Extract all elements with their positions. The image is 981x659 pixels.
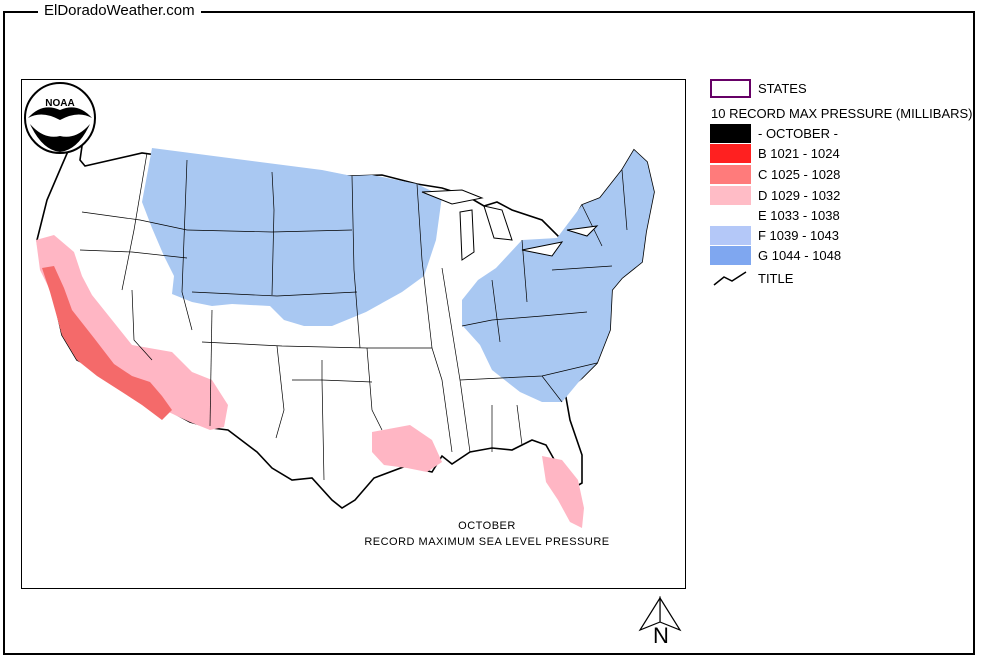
legend-states-label: STATES — [758, 81, 807, 96]
outer-frame — [3, 11, 975, 655]
legend-item-label: E 1033 - 1038 — [758, 208, 840, 223]
caption-title: RECORD MAXIMUM SEA LEVEL PRESSURE — [364, 536, 610, 548]
noaa-logo: NOAA — [24, 82, 96, 154]
legend-swatch-white — [710, 206, 751, 225]
pink-region-florida — [542, 456, 584, 528]
map-panel: NOAA OCTOBER RECORD MAXIMUM SEA LEVEL PR… — [21, 79, 686, 589]
state-borders — [79, 152, 628, 481]
north-arrow-icon — [638, 595, 682, 632]
us-pressure-map — [36, 136, 655, 528]
legend-item-label: G 1044 - 1048 — [758, 248, 842, 263]
legend-item-label: F 1039 - 1043 — [758, 228, 839, 243]
states-swatch — [710, 79, 751, 98]
pink-region-west — [36, 235, 228, 430]
great-lakes — [421, 189, 599, 261]
legend-item-label: C 1025 - 1028 — [758, 167, 841, 182]
legend-swatch-salmon — [710, 165, 751, 184]
legend-title-label: TITLE — [758, 271, 794, 286]
legend-swatch-light-blue — [710, 226, 751, 245]
map-caption: OCTOBER RECORD MAXIMUM SEA LEVEL PRESSUR… — [322, 518, 652, 550]
north-arrow: N — [636, 595, 686, 648]
red-region-southwest — [42, 266, 172, 420]
legend: STATES 10 RECORD MAX PRESSURE (MILLIBARS… — [709, 79, 981, 299]
legend-heading: 10 RECORD MAX PRESSURE (MILLIBARS) — [711, 106, 973, 121]
noaa-logo-text: NOAA — [45, 98, 74, 109]
legend-item-label: D 1029 - 1032 — [758, 188, 841, 203]
legend-swatch-red — [710, 144, 751, 163]
legend-item-label: B 1021 - 1024 — [758, 146, 840, 161]
legend-swatch-pink — [710, 186, 751, 205]
caption-month: OCTOBER — [458, 520, 516, 532]
pink-region-louisiana — [372, 425, 442, 472]
legend-swatch-blue — [710, 246, 751, 265]
blue-region-north — [142, 148, 442, 326]
site-title[interactable]: ElDoradoWeather.com — [38, 2, 201, 20]
legend-item-label: - OCTOBER - — [758, 126, 838, 141]
title-line-icon — [713, 271, 747, 286]
blue-region-east — [462, 150, 654, 402]
legend-swatch-black — [710, 124, 751, 143]
north-label: N — [653, 623, 669, 648]
